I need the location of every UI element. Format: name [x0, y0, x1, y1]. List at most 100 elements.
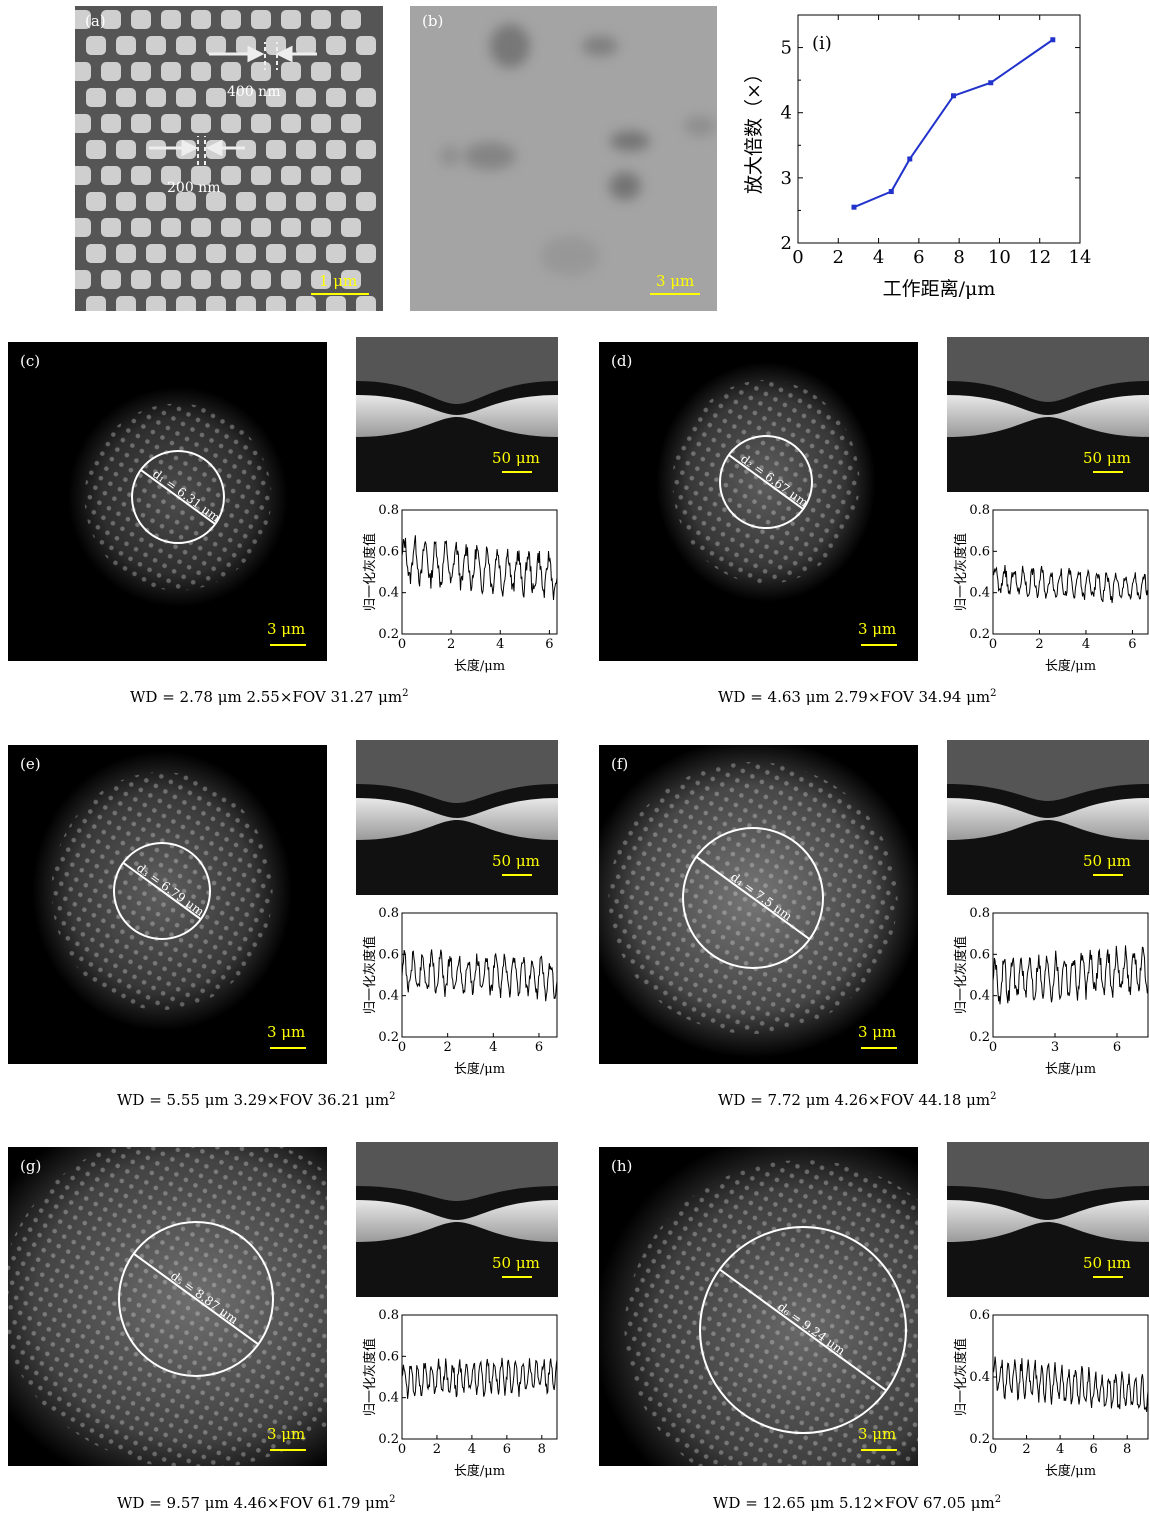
- sem-square: [236, 192, 256, 211]
- sem-square: [146, 296, 166, 311]
- intensity-line: [992, 945, 1149, 1005]
- fiber-image-h: 50 μm: [947, 1142, 1149, 1297]
- x-tick-label: 4: [468, 1442, 476, 1457]
- intensity-line: [401, 535, 558, 601]
- fluorescence-image-g: d₅ = 8.87 μm (g) 3 μm: [8, 1147, 327, 1466]
- diameter-line: [140, 469, 216, 525]
- fiber-upper: [947, 1142, 1149, 1199]
- caption-text: WD = 7.72 μm 4.26×FOV 44.18 μm: [718, 1091, 991, 1109]
- inset-scalebar-e: [502, 874, 532, 876]
- x-tick-label: 2: [433, 1442, 441, 1457]
- sem-square: [116, 88, 136, 107]
- panel-label-f: (f): [611, 755, 629, 773]
- sem-square: [206, 244, 226, 263]
- sem-square: [251, 218, 271, 237]
- sem-square: [341, 166, 361, 185]
- x-axis-label: 长度/μm: [454, 658, 505, 674]
- series-line: [853, 38, 1054, 209]
- x-tick-label: 0: [989, 1040, 997, 1055]
- caption-text: WD = 9.57 μm 4.46×FOV 61.79 μm: [117, 1494, 390, 1512]
- sem-square: [75, 270, 91, 289]
- panel-label-c: (c): [20, 352, 41, 370]
- inset-scalebar-label-e: 50 μm: [492, 852, 540, 870]
- y-tick-label: 0.4: [969, 989, 990, 1004]
- fiber-upper: [356, 740, 558, 803]
- sem-square: [206, 36, 226, 55]
- sem-square: [86, 88, 106, 107]
- fiber-upper: [356, 1142, 558, 1201]
- fiber-image-e: 50 μm: [356, 740, 558, 895]
- inset-scalebar-h: [1093, 1276, 1123, 1278]
- measure-circle: [113, 842, 211, 940]
- panel-label-b: (b): [422, 12, 444, 30]
- sem-pattern: [75, 10, 376, 311]
- sem-square: [326, 192, 346, 211]
- y-tick-label: 0.2: [378, 627, 399, 642]
- plot-frame: [992, 912, 1149, 1038]
- measure-circle: [131, 450, 225, 544]
- diameter-line: [728, 454, 804, 510]
- x-axis-label: 长度/μm: [454, 1061, 505, 1077]
- sem-square: [86, 244, 106, 263]
- sem-square: [116, 244, 136, 263]
- sem-square: [86, 296, 106, 311]
- data-point: [888, 189, 894, 195]
- sem-square: [356, 192, 376, 211]
- x-tick-label: 8: [1123, 1442, 1131, 1457]
- sem-square: [311, 114, 331, 133]
- x-tick-label: 8: [538, 1442, 546, 1457]
- sem-square: [356, 88, 376, 107]
- sem-square: [131, 218, 151, 237]
- sem-square: [116, 36, 136, 55]
- sem-square: [236, 296, 256, 311]
- x-tick-label: 0: [792, 247, 803, 268]
- sem-square: [176, 88, 196, 107]
- scalebar-label-e: 3 μm: [267, 1023, 306, 1041]
- plot-frame: [401, 509, 558, 635]
- diameter-line: [695, 856, 811, 940]
- sem-square: [251, 166, 271, 185]
- lattice: [8, 1147, 327, 1466]
- sem-square: [75, 166, 91, 185]
- sem-square: [101, 10, 121, 29]
- fiber-lower: [947, 829, 1149, 895]
- y-tick-label: 2: [781, 233, 792, 254]
- panel-label-d: (d): [611, 352, 633, 370]
- blotches: [440, 24, 716, 276]
- sem-square: [101, 218, 121, 237]
- sem-square: [356, 36, 376, 55]
- x-tick-label: 3: [1051, 1040, 1059, 1055]
- y-tick-label: 0.4: [378, 586, 399, 601]
- sem-square: [236, 140, 256, 159]
- sem-square: [86, 36, 106, 55]
- diameter-line: [133, 1252, 259, 1346]
- y-tick-label: 0.6: [378, 1349, 399, 1364]
- measure-circle: [682, 827, 824, 969]
- fiber-upper: [947, 337, 1149, 402]
- sem-square: [236, 244, 256, 263]
- x-tick-label: 2: [444, 1040, 452, 1055]
- sem-square: [146, 192, 166, 211]
- sem-square: [86, 192, 106, 211]
- y-tick-label: 0.2: [378, 1432, 399, 1447]
- scalebar-label-a: 1 μm: [319, 272, 358, 290]
- y-axis-label: 归一化灰度值: [362, 936, 378, 1014]
- x-tick-label: 4: [873, 247, 884, 268]
- y-tick-label: 0.6: [969, 1308, 990, 1323]
- sem-square: [146, 88, 166, 107]
- x-tick-label: 0: [989, 637, 997, 652]
- x-tick-label: 4: [496, 637, 504, 652]
- sem-square: [356, 244, 376, 263]
- measure-circle: [699, 1226, 907, 1434]
- caption-sup: 2: [402, 688, 409, 699]
- scalebar-h: [861, 1449, 897, 1451]
- sem-square: [281, 62, 301, 81]
- sem-square: [296, 296, 316, 311]
- sem-square: [146, 36, 166, 55]
- plot-frame: [992, 509, 1149, 635]
- sem-square: [75, 114, 91, 133]
- scalebar-c: [270, 644, 306, 646]
- sem-square: [296, 88, 316, 107]
- inset-scalebar-label-h: 50 μm: [1083, 1254, 1131, 1272]
- sem-square: [146, 244, 166, 263]
